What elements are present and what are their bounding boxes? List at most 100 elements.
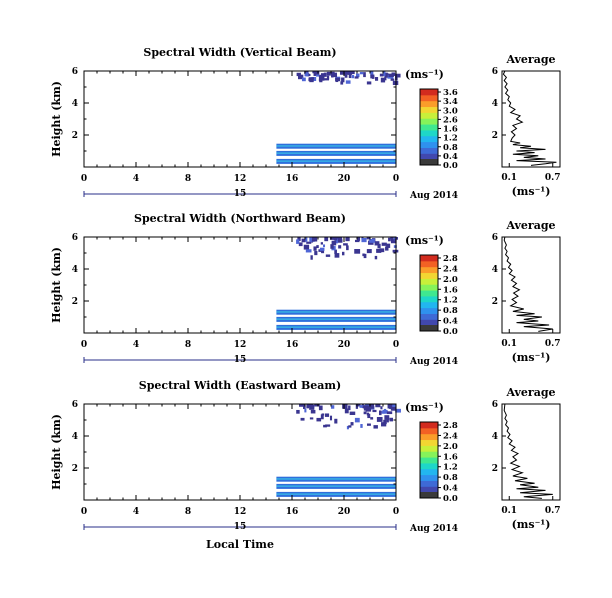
colorbar-swatch <box>420 422 438 429</box>
colorbar-swatch <box>420 433 438 441</box>
colorbar-swatch <box>420 112 438 119</box>
echo-data <box>276 237 399 330</box>
x-tick-label: 8 <box>185 340 191 350</box>
echo-cell <box>347 71 351 74</box>
echo-cell <box>395 408 401 413</box>
panel-1: Spectral Width (Vertical Beam) Height (km… <box>50 46 561 201</box>
echo-cell <box>323 244 326 248</box>
echo-cell <box>306 404 310 409</box>
echo-cell <box>345 80 351 84</box>
echo-layer-core <box>276 326 396 328</box>
echo-cell <box>363 406 370 411</box>
echo-cell <box>373 425 378 429</box>
colorbar-tick-label: 2.0 <box>443 275 458 285</box>
echo-cell <box>345 71 349 75</box>
x-tick-label: 12 <box>234 340 247 350</box>
echo-cell <box>357 237 361 241</box>
echo-cell <box>314 251 318 256</box>
colorbar-swatch <box>420 94 438 102</box>
avg-x-label: (ms⁻¹) <box>512 185 551 198</box>
colorbar-swatch <box>420 100 438 108</box>
echo-cell <box>306 241 312 244</box>
echo-cell <box>320 414 324 420</box>
echo-cell <box>296 409 300 414</box>
y-tick-label: 6 <box>72 233 78 243</box>
echo-cell <box>319 247 325 251</box>
colorbar-swatch <box>420 290 438 297</box>
echo-cell <box>381 242 387 246</box>
echo-cell <box>374 241 380 246</box>
echo-cell <box>390 404 394 408</box>
x-tick-label: 8 <box>185 507 191 517</box>
echo-cell <box>379 73 384 77</box>
echo-cell <box>354 76 359 79</box>
colorbar-swatch <box>420 278 438 285</box>
colorbar-swatch <box>420 462 438 470</box>
y-axis-label: Height (km) <box>50 247 63 323</box>
colorbar-swatch <box>420 106 438 113</box>
colorbar-swatch <box>420 445 438 452</box>
echo-cell <box>344 73 347 78</box>
echo-cell <box>386 243 391 248</box>
echo-layer-core <box>276 311 396 313</box>
echo-cell <box>354 249 361 254</box>
colorbar-swatch <box>420 260 438 268</box>
colorbar-swatch <box>420 474 438 481</box>
colorbar-tick-label: 0.0 <box>443 327 458 337</box>
day-label: 15 <box>234 189 247 199</box>
echo-cell <box>320 242 323 245</box>
x-tick-label: 4 <box>133 340 139 350</box>
x-tick-label: 4 <box>133 507 139 517</box>
colorbar-swatch <box>420 272 438 279</box>
x-axis-label: Local Time <box>206 538 274 551</box>
y-tick-label: 2 <box>72 297 78 307</box>
echo-cell <box>354 417 360 423</box>
echo-cell <box>348 405 351 411</box>
colorbar-swatch <box>420 486 438 493</box>
echo-cell <box>299 404 305 407</box>
echo-cell <box>367 413 371 419</box>
echo-cell <box>361 238 367 243</box>
average-frame <box>501 236 561 334</box>
echo-cell <box>386 411 393 415</box>
average-title: Average <box>505 219 555 232</box>
y-tick-label: 6 <box>72 400 78 410</box>
echo-cell <box>363 411 367 415</box>
echo-cell <box>372 409 377 413</box>
echo-cell <box>309 77 314 83</box>
average-title: Average <box>505 53 555 66</box>
colorbar-swatch <box>420 427 438 435</box>
echo-cell <box>341 77 345 83</box>
echo-cell <box>349 71 354 74</box>
average-frame <box>501 70 561 168</box>
echo-cell <box>392 249 399 253</box>
echo-cell <box>320 73 326 77</box>
echo-cell <box>366 412 370 416</box>
colorbar-unit: (ms⁻¹) <box>405 234 444 247</box>
echo-cell <box>333 237 338 241</box>
x-tick-label: 0 <box>393 507 399 517</box>
echo-cell <box>346 245 349 251</box>
average-profile-panel: Average 6 4 2 0.1 0.7 (ms⁻¹) <box>492 53 561 198</box>
echo-cell <box>381 422 387 427</box>
colorbar-swatch <box>420 468 438 476</box>
echo-cell <box>348 425 352 428</box>
echo-data <box>276 71 401 164</box>
echo-cell <box>395 73 401 78</box>
echo-cell <box>359 72 364 75</box>
colorbar-swatch <box>420 153 438 160</box>
echo-cell <box>331 72 338 78</box>
avg-y-tick-label: 2 <box>492 131 498 141</box>
colorbar-swatch <box>420 118 438 125</box>
echo-cell <box>330 244 334 249</box>
y-tick-label: 4 <box>72 265 78 275</box>
echo-cell <box>346 425 349 430</box>
echo-cell <box>325 254 331 257</box>
echo-cell <box>313 246 317 251</box>
echo-cell <box>329 415 333 421</box>
avg-x-label: (ms⁻¹) <box>512 351 551 364</box>
echo-cell <box>334 238 338 244</box>
colorbar-tick-label: 0.4 <box>443 484 458 494</box>
x-tick-label: 4 <box>133 174 139 184</box>
avg-y-tick-label: 4 <box>492 99 498 109</box>
